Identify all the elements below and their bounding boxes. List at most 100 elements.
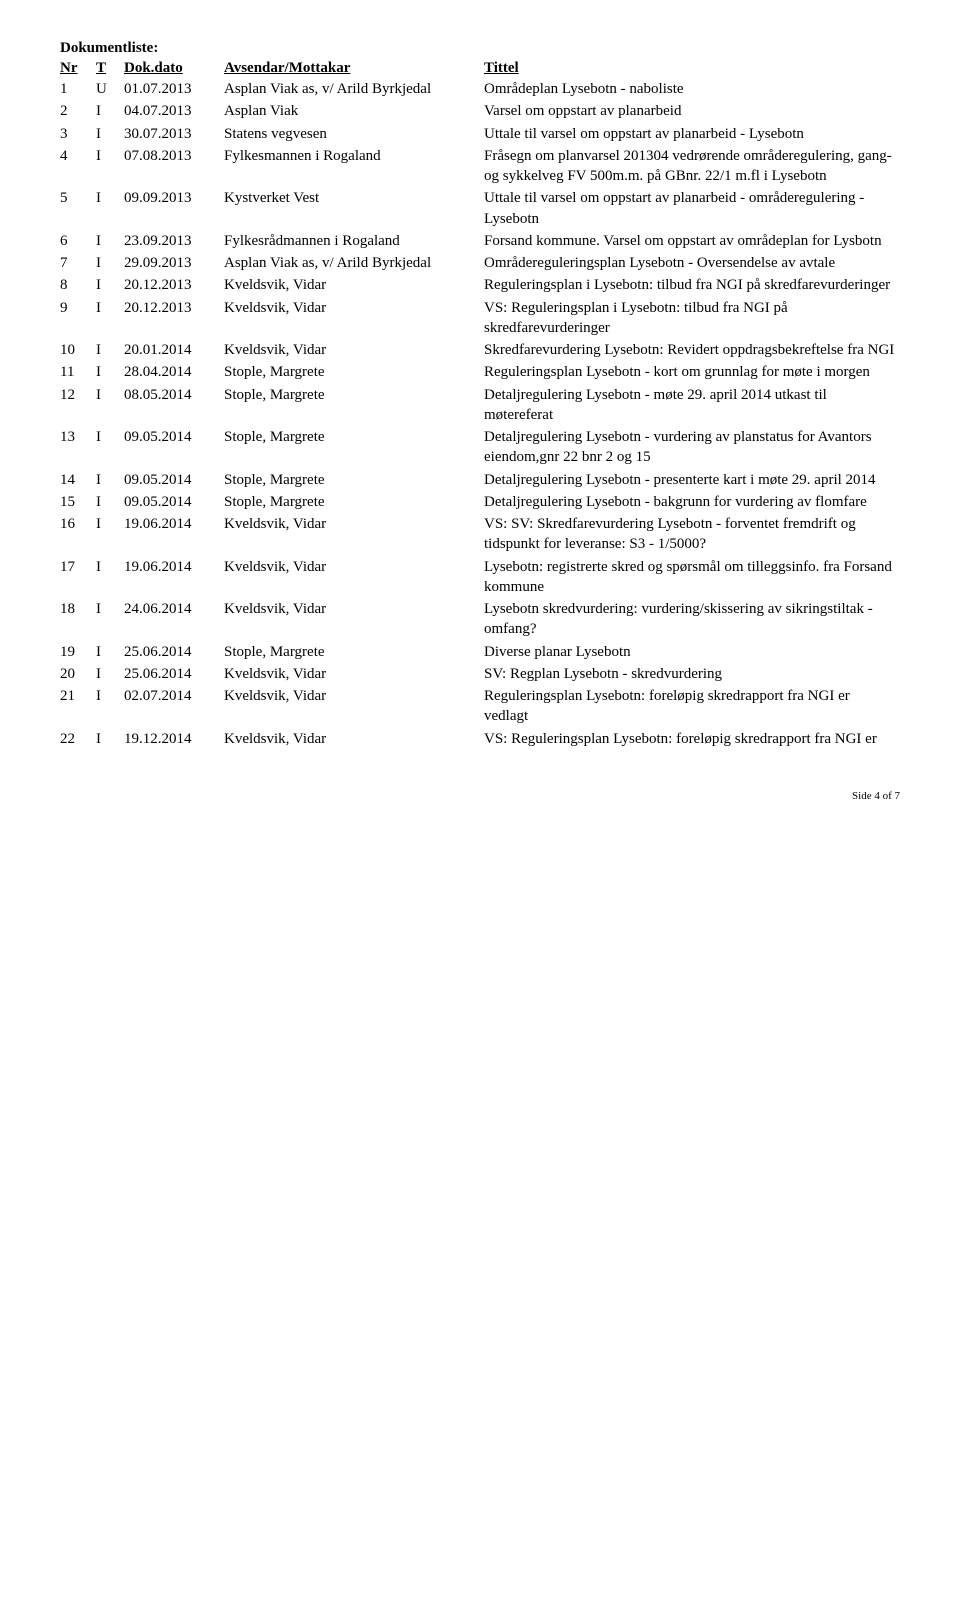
cell-t: I bbox=[96, 230, 124, 252]
table-row: 14I09.05.2014Stople, MargreteDetaljregul… bbox=[60, 469, 900, 491]
cell-nr: 7 bbox=[60, 252, 96, 274]
table-row: 20I25.06.2014Kveldsvik, VidarSV: Regplan… bbox=[60, 663, 900, 685]
col-header-sender: Avsendar/Mottakar bbox=[224, 59, 484, 78]
cell-sender: Statens vegvesen bbox=[224, 123, 484, 145]
cell-sender: Kveldsvik, Vidar bbox=[224, 663, 484, 685]
cell-title: Reguleringsplan i Lysebotn: tilbud fra N… bbox=[484, 274, 900, 296]
table-row: 22I19.12.2014Kveldsvik, VidarVS: Reguler… bbox=[60, 728, 900, 750]
cell-title: VS: Reguleringsplan i Lysebotn: tilbud f… bbox=[484, 297, 900, 340]
cell-date: 20.01.2014 bbox=[124, 339, 224, 361]
cell-nr: 19 bbox=[60, 641, 96, 663]
cell-sender: Fylkesmannen i Rogaland bbox=[224, 145, 484, 188]
cell-date: 25.06.2014 bbox=[124, 641, 224, 663]
cell-title: Områdeplan Lysebotn - naboliste bbox=[484, 78, 900, 100]
cell-date: 20.12.2013 bbox=[124, 297, 224, 340]
cell-date: 07.08.2013 bbox=[124, 145, 224, 188]
cell-sender: Kveldsvik, Vidar bbox=[224, 556, 484, 599]
cell-t: I bbox=[96, 426, 124, 469]
cell-title: SV: Regplan Lysebotn - skredvurdering bbox=[484, 663, 900, 685]
cell-date: 19.06.2014 bbox=[124, 556, 224, 599]
cell-t: I bbox=[96, 663, 124, 685]
cell-nr: 16 bbox=[60, 513, 96, 556]
table-row: 19I25.06.2014Stople, MargreteDiverse pla… bbox=[60, 641, 900, 663]
cell-date: 19.06.2014 bbox=[124, 513, 224, 556]
cell-title: Varsel om oppstart av planarbeid bbox=[484, 100, 900, 122]
cell-sender: Kveldsvik, Vidar bbox=[224, 513, 484, 556]
col-header-t: T bbox=[96, 59, 124, 78]
cell-title: Forsand kommune. Varsel om oppstart av o… bbox=[484, 230, 900, 252]
table-row: 16I19.06.2014Kveldsvik, VidarVS: SV: Skr… bbox=[60, 513, 900, 556]
cell-title: Uttale til varsel om oppstart av planarb… bbox=[484, 187, 900, 230]
table-header-row: Nr T Dok.dato Avsendar/Mottakar Tittel bbox=[60, 59, 900, 78]
table-row: 13I09.05.2014Stople, MargreteDetaljregul… bbox=[60, 426, 900, 469]
page-footer: Side 4 of 7 bbox=[60, 790, 900, 802]
cell-title: Skredfarevurdering Lysebotn: Revidert op… bbox=[484, 339, 900, 361]
table-row: 8I20.12.2013Kveldsvik, VidarReguleringsp… bbox=[60, 274, 900, 296]
cell-title: VS: Reguleringsplan Lysebotn: foreløpig … bbox=[484, 728, 900, 750]
col-header-title: Tittel bbox=[484, 59, 900, 78]
cell-nr: 18 bbox=[60, 598, 96, 641]
cell-title: Lysebotn: registrerte skred og spørsmål … bbox=[484, 556, 900, 599]
cell-date: 09.05.2014 bbox=[124, 469, 224, 491]
col-header-date: Dok.dato bbox=[124, 59, 224, 78]
cell-t: I bbox=[96, 728, 124, 750]
cell-date: 04.07.2013 bbox=[124, 100, 224, 122]
cell-title: Reguleringsplan Lysebotn - kort om grunn… bbox=[484, 361, 900, 383]
cell-date: 19.12.2014 bbox=[124, 728, 224, 750]
table-row: 9I20.12.2013Kveldsvik, VidarVS: Reguleri… bbox=[60, 297, 900, 340]
cell-t: I bbox=[96, 297, 124, 340]
document-list-heading: Dokumentliste: bbox=[60, 40, 900, 57]
cell-t: I bbox=[96, 274, 124, 296]
cell-nr: 9 bbox=[60, 297, 96, 340]
cell-sender: Asplan Viak bbox=[224, 100, 484, 122]
cell-t: I bbox=[96, 556, 124, 599]
cell-nr: 22 bbox=[60, 728, 96, 750]
cell-nr: 12 bbox=[60, 384, 96, 427]
cell-title: Detaljregulering Lysebotn - møte 29. apr… bbox=[484, 384, 900, 427]
cell-t: I bbox=[96, 100, 124, 122]
cell-title: Detaljregulering Lysebotn - presenterte … bbox=[484, 469, 900, 491]
cell-nr: 8 bbox=[60, 274, 96, 296]
cell-sender: Kveldsvik, Vidar bbox=[224, 297, 484, 340]
cell-title: Detaljregulering Lysebotn - bakgrunn for… bbox=[484, 491, 900, 513]
cell-t: I bbox=[96, 491, 124, 513]
cell-date: 24.06.2014 bbox=[124, 598, 224, 641]
cell-date: 23.09.2013 bbox=[124, 230, 224, 252]
cell-sender: Stople, Margrete bbox=[224, 384, 484, 427]
cell-date: 01.07.2013 bbox=[124, 78, 224, 100]
cell-t: I bbox=[96, 641, 124, 663]
cell-title: VS: SV: Skredfarevurdering Lysebotn - fo… bbox=[484, 513, 900, 556]
cell-t: U bbox=[96, 78, 124, 100]
cell-nr: 21 bbox=[60, 685, 96, 728]
cell-date: 25.06.2014 bbox=[124, 663, 224, 685]
cell-sender: Stople, Margrete bbox=[224, 361, 484, 383]
cell-t: I bbox=[96, 339, 124, 361]
cell-title: Fråsegn om planvarsel 201304 vedrørende … bbox=[484, 145, 900, 188]
cell-sender: Stople, Margrete bbox=[224, 426, 484, 469]
cell-date: 30.07.2013 bbox=[124, 123, 224, 145]
cell-t: I bbox=[96, 187, 124, 230]
cell-date: 28.04.2014 bbox=[124, 361, 224, 383]
cell-t: I bbox=[96, 252, 124, 274]
cell-t: I bbox=[96, 685, 124, 728]
cell-sender: Kveldsvik, Vidar bbox=[224, 274, 484, 296]
cell-sender: Kveldsvik, Vidar bbox=[224, 339, 484, 361]
cell-nr: 5 bbox=[60, 187, 96, 230]
cell-nr: 2 bbox=[60, 100, 96, 122]
table-row: 4I07.08.2013Fylkesmannen i RogalandFråse… bbox=[60, 145, 900, 188]
cell-date: 09.05.2014 bbox=[124, 491, 224, 513]
cell-date: 09.05.2014 bbox=[124, 426, 224, 469]
cell-nr: 10 bbox=[60, 339, 96, 361]
col-header-nr: Nr bbox=[60, 59, 96, 78]
cell-date: 02.07.2014 bbox=[124, 685, 224, 728]
cell-nr: 13 bbox=[60, 426, 96, 469]
cell-t: I bbox=[96, 145, 124, 188]
cell-nr: 3 bbox=[60, 123, 96, 145]
cell-date: 29.09.2013 bbox=[124, 252, 224, 274]
cell-title: Detaljregulering Lysebotn - vurdering av… bbox=[484, 426, 900, 469]
cell-t: I bbox=[96, 361, 124, 383]
table-row: 6I23.09.2013Fylkesrådmannen i RogalandFo… bbox=[60, 230, 900, 252]
document-table: Nr T Dok.dato Avsendar/Mottakar Tittel 1… bbox=[60, 59, 900, 750]
cell-sender: Asplan Viak as, v/ Arild Byrkjedal bbox=[224, 78, 484, 100]
table-row: 21I02.07.2014Kveldsvik, VidarRegulerings… bbox=[60, 685, 900, 728]
